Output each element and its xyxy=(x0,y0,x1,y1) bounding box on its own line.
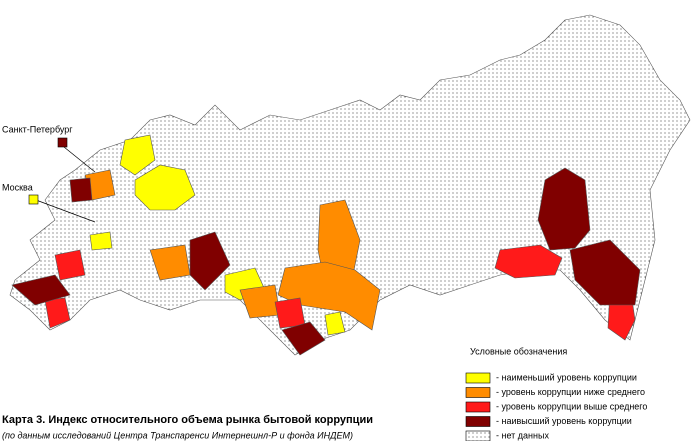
region xyxy=(44,297,71,329)
region xyxy=(89,231,113,251)
legend-swatch xyxy=(465,387,491,398)
region xyxy=(277,261,381,331)
legend-swatch xyxy=(465,372,491,384)
legend-label: - наименьший уровень коррупции xyxy=(496,372,637,382)
legend-label: - наивысший уровень коррупции xyxy=(496,416,632,426)
legend-box xyxy=(462,343,690,440)
legend-label: - уровень коррупции ниже среднего xyxy=(496,387,645,397)
region xyxy=(239,284,281,319)
city-swatch xyxy=(28,194,39,205)
leader-line xyxy=(35,199,96,223)
legend-label: - уровень коррупции выше среднего xyxy=(496,401,647,411)
legend-swatch xyxy=(465,430,491,441)
leader-line xyxy=(63,146,96,173)
region xyxy=(69,177,93,203)
region xyxy=(274,297,306,329)
region xyxy=(537,167,591,251)
region xyxy=(569,239,641,306)
legend-label: - нет данных xyxy=(496,430,549,440)
region xyxy=(189,231,231,291)
region xyxy=(54,249,86,281)
caption-title: Карта 3. Индекс относительного объема ры… xyxy=(2,414,373,426)
city-swatch xyxy=(57,137,68,148)
region xyxy=(324,311,346,336)
city-label: Москва xyxy=(2,182,33,192)
region xyxy=(494,244,563,279)
region xyxy=(281,321,326,356)
caption-subtitle: (по данным исследований Центра Транспаре… xyxy=(2,430,353,440)
region xyxy=(134,164,196,211)
legend-swatch xyxy=(465,401,491,413)
region xyxy=(11,274,71,306)
city-label: Санкт-Петербург xyxy=(2,124,73,134)
region xyxy=(119,134,156,176)
legend-swatch xyxy=(465,416,491,427)
legend-title: Условные обозначения xyxy=(470,346,567,356)
